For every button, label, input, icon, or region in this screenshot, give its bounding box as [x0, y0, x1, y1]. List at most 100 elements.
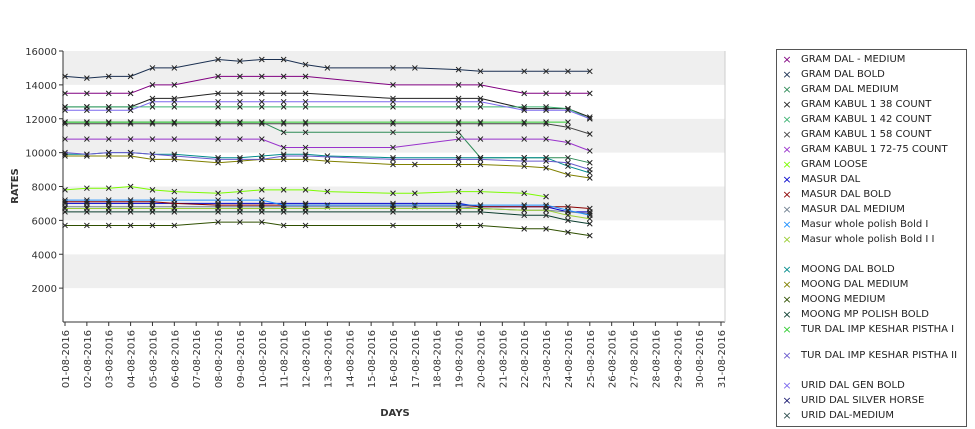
data-point-marker — [62, 197, 68, 203]
x-tick-label: 16-08-2016 — [389, 330, 400, 388]
data-point-marker — [237, 119, 243, 125]
data-point-marker — [521, 212, 528, 219]
data-point-marker — [84, 136, 90, 142]
x-tick-label: 29-08-2016 — [673, 330, 684, 388]
data-point-marker — [171, 104, 178, 110]
data-point-marker — [280, 144, 287, 151]
data-point-marker — [215, 190, 221, 197]
data-point-marker — [521, 107, 528, 114]
data-point-marker — [280, 104, 287, 110]
data-point-marker — [84, 197, 90, 203]
data-point-marker — [586, 90, 593, 97]
data-point-marker — [521, 90, 528, 97]
series-line — [65, 211, 590, 225]
data-point-marker — [390, 129, 396, 136]
data-point-marker — [62, 119, 68, 125]
data-point-marker — [565, 154, 571, 161]
data-point-marker — [324, 188, 331, 195]
legend-label: MOONG DAL MEDIUM — [801, 279, 909, 290]
x-tick-label: 09-08-2016 — [236, 330, 247, 388]
series-line — [65, 123, 590, 135]
data-point-marker — [455, 222, 462, 229]
legend-label: GRAM KABUL 1 72-75 COUNT — [801, 144, 948, 155]
legend-marker-icon: × — [782, 308, 792, 321]
x-tick-label: 13-08-2016 — [323, 330, 334, 388]
data-point-marker — [258, 209, 265, 215]
legend-label: MOONG MEDIUM — [801, 294, 886, 305]
legend-label: GRAM DAL MEDIUM — [801, 84, 899, 95]
data-point-marker — [477, 136, 484, 142]
legend-marker-icon: × — [782, 379, 792, 392]
data-point-marker — [62, 187, 68, 193]
data-point-marker — [280, 129, 287, 136]
data-point-marker — [455, 119, 462, 125]
data-point-marker — [258, 104, 265, 110]
data-point-marker — [171, 188, 178, 195]
series — [62, 183, 549, 200]
data-point-marker — [565, 212, 571, 219]
legend-item: × Masur whole polish Bold I — [779, 219, 965, 230]
data-point-marker — [149, 65, 156, 71]
legend-item: × URID DAL-MEDIUM — [779, 410, 965, 421]
legend-label: URID DAL GEN BOLD — [801, 380, 905, 391]
data-point-marker — [586, 205, 593, 212]
series-line — [64, 58, 590, 79]
series — [62, 119, 571, 125]
data-point-marker — [258, 219, 265, 225]
line-chart: 2000 4000 6000 8000 10000 12000 14000 16000 01-… — [10, 47, 728, 419]
x-tick-label: 05-08-2016 — [148, 330, 159, 388]
data-point-marker — [543, 202, 549, 208]
legend-item: × GRAM KABUL 1 58 COUNT — [779, 129, 965, 140]
data-point-marker — [127, 183, 134, 190]
data-point-marker — [412, 161, 418, 168]
data-point-marker — [302, 129, 309, 136]
data-point-marker — [390, 190, 396, 197]
x-axis-title: DAYS — [380, 408, 410, 419]
legend-label: GRAM KABUL 1 42 COUNT — [801, 114, 932, 125]
data-point-marker — [302, 90, 309, 97]
data-point-marker — [280, 153, 287, 159]
data-point-marker — [237, 197, 243, 203]
legend-item: × TUR DAL IMP KESHAR PISTHA II — [779, 350, 965, 361]
legend-item: × GRAM KABUL 1 38 COUNT — [779, 99, 965, 110]
data-point-marker — [127, 222, 134, 229]
legend-marker-icon: × — [782, 218, 792, 231]
x-tick-label: 06-08-2016 — [170, 330, 181, 388]
data-point-marker — [565, 229, 571, 236]
x-tick-label: 03-08-2016 — [105, 330, 116, 388]
data-point-marker — [390, 144, 396, 151]
legend-marker-icon: × — [782, 394, 792, 407]
data-point-marker — [280, 119, 287, 125]
data-point-marker — [477, 119, 484, 125]
data-point-marker — [543, 207, 549, 214]
data-point-marker — [149, 187, 156, 193]
data-point-marker — [127, 136, 134, 142]
data-point-marker — [171, 197, 178, 203]
data-point-marker — [215, 98, 221, 105]
data-point-marker — [455, 98, 462, 105]
data-point-marker — [149, 82, 156, 88]
x-tick-label: 14-08-2016 — [345, 330, 356, 388]
data-point-marker — [390, 209, 396, 215]
series — [62, 149, 593, 173]
series — [62, 98, 593, 122]
data-point-marker — [105, 185, 112, 192]
series — [62, 209, 593, 227]
y-tick-label: 6000 — [32, 216, 57, 227]
data-point-marker — [237, 156, 243, 163]
legend-label: GRAM DAL - MEDIUM — [801, 54, 906, 65]
data-point-marker — [215, 209, 221, 215]
data-point-marker — [237, 104, 243, 110]
x-axis: 01-08-2016 02-08-2016 03-08-2016 04-08-2016… — [61, 322, 728, 388]
data-point-marker — [258, 119, 265, 125]
legend-item: × MASUR DAL — [779, 174, 965, 185]
data-point-marker — [455, 156, 462, 163]
data-point-marker — [237, 90, 243, 97]
data-point-marker — [565, 124, 571, 131]
data-point-marker — [62, 73, 68, 80]
data-point-marker — [84, 222, 90, 229]
data-point-marker — [149, 197, 156, 203]
legend-item: × GRAM DAL - MEDIUM — [779, 54, 965, 65]
data-point-marker — [237, 219, 243, 225]
x-tick-label: 18-08-2016 — [433, 330, 444, 388]
